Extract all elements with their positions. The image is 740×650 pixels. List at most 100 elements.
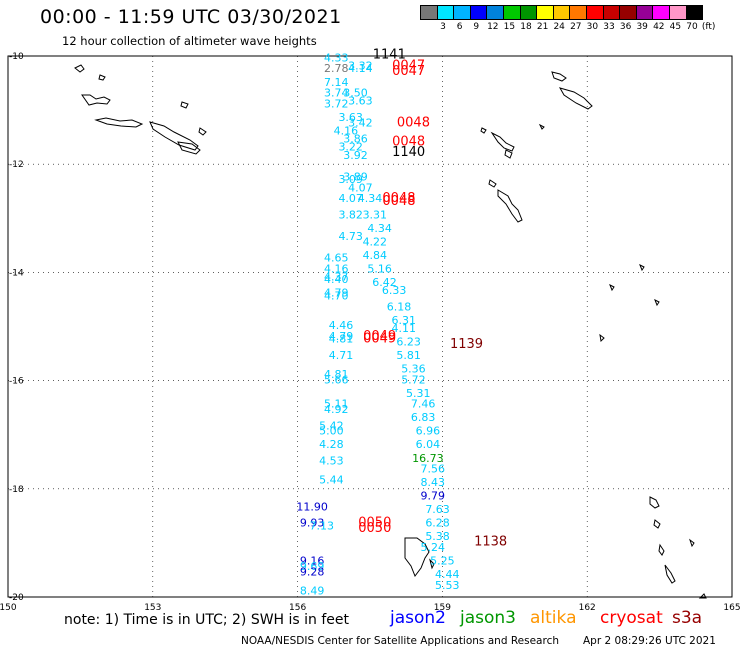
- wave-height-reading: 9.93: [300, 517, 325, 530]
- latitude-tick-label: -10: [9, 52, 24, 62]
- coastline: [698, 593, 707, 599]
- legend-label: 33: [603, 22, 615, 32]
- generated-timestamp: Apr 2 08:29:26 UTC 2021: [583, 635, 716, 647]
- pass-time-label: 0048: [382, 191, 415, 206]
- wave-height-reading: 6.83: [411, 411, 436, 424]
- wave-height-reading: 5.31: [406, 387, 431, 400]
- coastline: [551, 71, 567, 82]
- wave-height-reading: 3.63: [348, 95, 373, 108]
- wave-height-reading: 7.14: [324, 76, 349, 89]
- wave-height-reading: 6.18: [387, 300, 412, 313]
- wave-height-reading: 9.69: [300, 560, 325, 573]
- legend-label: 12: [487, 22, 499, 32]
- coastline: [558, 87, 593, 110]
- wave-height-reading: 5.66: [324, 373, 349, 386]
- pass-time-label: 0048: [382, 194, 415, 209]
- wave-height-reading: 4.46: [329, 319, 354, 332]
- coastline: [81, 94, 111, 106]
- satellite-legend-item: s3a: [672, 608, 703, 628]
- wave-height-reading: 4.79: [329, 330, 354, 343]
- coastline: [74, 64, 85, 73]
- longitude-tick-label: 162: [579, 603, 596, 613]
- legend-label: 39: [636, 22, 648, 32]
- wave-height-reading: 5.72: [401, 373, 426, 386]
- legend-label: 18: [520, 22, 532, 32]
- satellite-legend-item: altika: [530, 608, 577, 628]
- longitude-tick-label: 153: [144, 603, 161, 613]
- pass-time-label: 0049: [363, 332, 396, 347]
- wave-height-reading: 4.81: [324, 368, 349, 381]
- wave-height-reading: 7.56: [420, 463, 445, 476]
- wave-height-reading: 3.31: [363, 208, 388, 221]
- wave-height-reading: 3.09: [338, 173, 363, 186]
- latitude-tick-label: -20: [9, 593, 24, 603]
- longitude-tick-label: 150: [0, 603, 17, 613]
- wave-height-reading: 3.74: [324, 87, 349, 100]
- wave-height-reading: 3.92: [343, 149, 368, 162]
- coastline: [177, 141, 201, 155]
- coastline: [658, 543, 665, 556]
- pass-time-label: 1140: [392, 145, 425, 160]
- coastline: [149, 121, 199, 151]
- legend-label: 42: [653, 22, 665, 32]
- map-subtitle: 12 hour collection of altimeter wave hei…: [62, 34, 317, 48]
- wave-height-reading: 3.72: [324, 97, 349, 110]
- wave-height-reading: 8.49: [300, 584, 325, 597]
- wave-height-reading: 4.11: [392, 322, 417, 335]
- legend-label: 21: [536, 22, 549, 32]
- wave-height-reading: 7.63: [425, 503, 450, 516]
- coastline: [654, 298, 660, 307]
- coastline: [198, 127, 207, 136]
- wave-height-reading: 5.24: [420, 541, 445, 554]
- wave-height-reading: 5.44: [319, 473, 344, 486]
- longitude-tick-label: 156: [289, 603, 306, 613]
- pass-time-label: 0050: [358, 521, 391, 536]
- wave-height-reading: 16.73: [412, 452, 444, 465]
- legend-label: 45: [669, 22, 682, 32]
- wave-height-reading: 3.89: [343, 170, 368, 183]
- wave-height-reading: 4.16: [324, 262, 349, 275]
- wave-height-reading: 4.79: [324, 287, 349, 300]
- longitude-tick-label: 159: [434, 603, 451, 613]
- pass-time-label: 1139: [450, 337, 483, 352]
- pass-time-label: 0047: [392, 59, 425, 74]
- wave-height-reading: 4.92: [324, 403, 349, 416]
- wave-height-reading: 3.42: [348, 116, 373, 129]
- pass-time-label: 0048: [392, 134, 425, 149]
- coastline: [497, 189, 523, 223]
- latitude-tick-label: -14: [9, 268, 24, 278]
- wave-height-reading: 4.34: [358, 192, 383, 205]
- wave-height-reading: 4.73: [338, 230, 363, 243]
- coastline: [490, 131, 515, 152]
- wave-height-reading: 4.33: [324, 51, 349, 64]
- wave-height-reading: 6.23: [396, 335, 421, 348]
- wave-height-reading: 5.36: [401, 362, 426, 375]
- legend-label: 36: [619, 22, 632, 32]
- map-title: 00:00 - 11:59 UTC 03/30/2021: [40, 6, 342, 28]
- wave-height-reading: 5.42: [319, 419, 344, 432]
- wave-height-reading: 11.90: [296, 500, 328, 513]
- pass-time-label: 0048: [397, 115, 430, 130]
- legend-label: 70: [686, 22, 698, 32]
- wave-height-reading: 6.31: [392, 314, 417, 327]
- satellite-legend-item: cryosat: [600, 608, 663, 628]
- wave-height-reading: 5.25: [430, 555, 455, 568]
- coastline: [180, 101, 189, 109]
- pass-time-label: 0049: [363, 329, 396, 344]
- coastline: [649, 496, 660, 509]
- wave-height-reading: 4.65: [324, 252, 349, 265]
- wave-height-reading: 4.16: [334, 124, 359, 137]
- wave-height-reading: 9.16: [300, 555, 325, 568]
- wave-height-reading: 4.07: [338, 192, 363, 205]
- legend-label: (ft): [701, 22, 716, 32]
- coastline: [538, 123, 545, 130]
- wave-height-reading: 3.86: [343, 133, 368, 146]
- latitude-tick-label: -18: [9, 485, 24, 495]
- coastline: [639, 263, 645, 272]
- wave-height-reading: 9.79: [420, 490, 445, 503]
- wave-height-reading: 4.28: [319, 438, 344, 451]
- wave-height-reading: 4.22: [363, 235, 388, 248]
- coastline: [404, 537, 430, 578]
- wave-height-reading: 4.44: [435, 568, 460, 581]
